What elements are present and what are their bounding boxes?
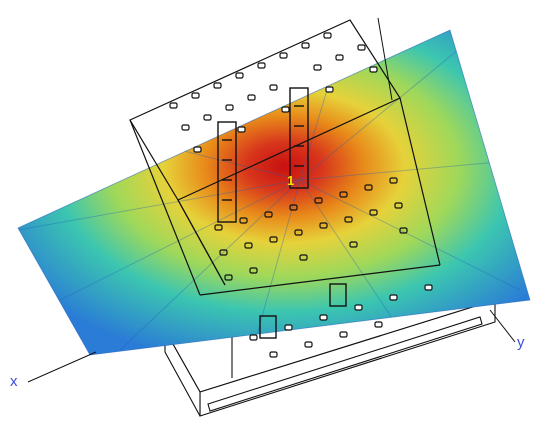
square-via-icon <box>235 72 244 79</box>
via-array-bottom <box>249 284 433 358</box>
square-via-icon <box>357 44 366 51</box>
y-axis-label: y <box>517 334 525 351</box>
square-via-icon <box>319 222 328 229</box>
square-via-icon <box>314 197 323 204</box>
square-via-icon <box>369 66 378 73</box>
square-via-icon <box>323 32 332 39</box>
square-via-icon <box>294 229 303 236</box>
square-via-icon <box>213 82 222 89</box>
field-plane <box>17 29 531 356</box>
square-via-icon <box>237 126 246 133</box>
square-via-icon <box>319 314 328 321</box>
square-via-icon <box>279 52 288 59</box>
square-via-icon <box>349 241 358 248</box>
source-marker-label: 1 <box>287 173 295 188</box>
via-array-front <box>214 177 408 281</box>
square-via-icon <box>389 294 398 301</box>
square-via-icon <box>339 191 348 198</box>
square-via-icon <box>325 86 334 93</box>
square-via-icon <box>203 114 212 121</box>
pillar-left <box>217 121 237 223</box>
square-via-icon <box>399 227 408 234</box>
square-via-icon <box>424 284 433 291</box>
pillar-foot-right <box>329 283 347 307</box>
square-via-icon <box>193 146 202 153</box>
square-via-icon <box>344 216 353 223</box>
enclosure-box <box>129 19 441 296</box>
square-via-icon <box>369 209 378 216</box>
square-via-icon <box>169 102 178 109</box>
square-via-icon <box>269 84 278 91</box>
square-via-icon <box>214 224 223 231</box>
square-via-icon <box>264 211 273 218</box>
square-via-icon <box>364 184 373 191</box>
square-via-icon <box>289 204 298 211</box>
square-via-icon <box>219 249 228 256</box>
square-via-icon <box>304 341 313 348</box>
conductor-pillars <box>217 87 347 339</box>
square-via-icon <box>301 42 310 49</box>
square-via-icon <box>181 124 190 131</box>
pillar-right <box>289 87 309 189</box>
square-via-icon <box>269 236 278 243</box>
square-via-icon <box>239 217 248 224</box>
square-via-icon <box>191 92 200 99</box>
square-via-icon <box>394 202 403 209</box>
square-via-icon <box>335 54 344 61</box>
square-via-icon <box>269 351 278 358</box>
square-via-icon <box>374 321 383 328</box>
square-via-icon <box>389 177 398 184</box>
square-via-icon <box>247 94 256 101</box>
square-via-icon <box>299 254 308 261</box>
axes <box>27 17 516 383</box>
square-via-icon <box>281 106 290 113</box>
square-via-icon <box>244 242 253 249</box>
square-via-icon <box>249 267 258 274</box>
square-via-icon <box>284 324 293 331</box>
via-array-top <box>169 32 378 153</box>
square-via-icon <box>354 304 363 311</box>
square-via-icon <box>339 331 348 338</box>
square-via-icon <box>224 274 233 281</box>
square-via-icon <box>257 62 266 69</box>
pillar-foot-left <box>259 315 277 339</box>
square-via-icon <box>249 334 258 341</box>
square-via-icon <box>313 64 322 71</box>
square-via-icon <box>225 104 234 111</box>
x-axis-label: x <box>10 373 18 390</box>
